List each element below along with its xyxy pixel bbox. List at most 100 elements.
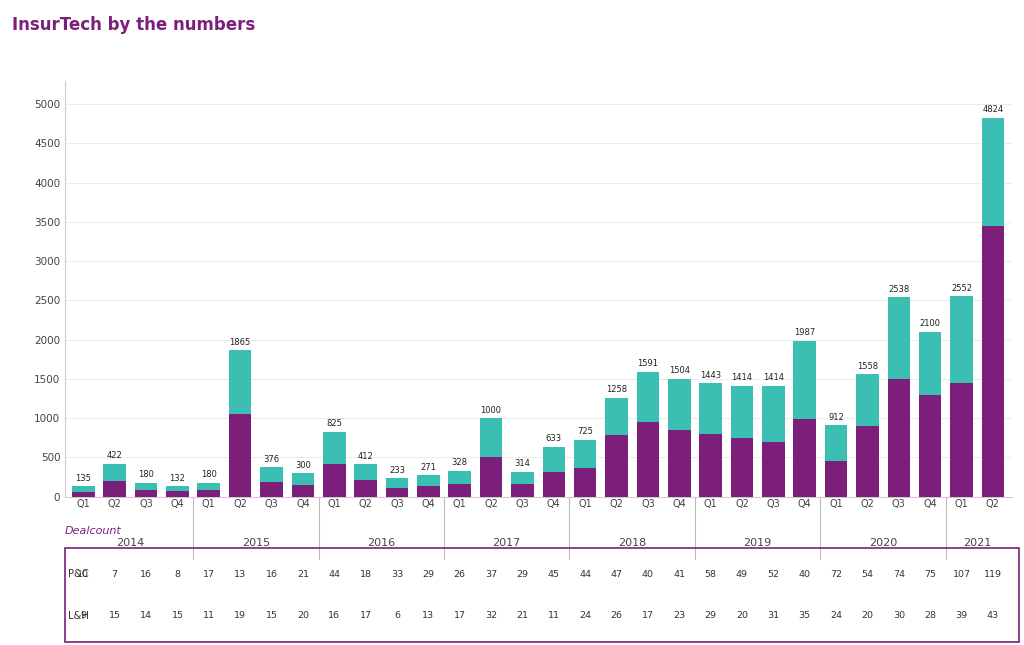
Bar	[449, 484, 471, 497]
Bar	[888, 379, 910, 497]
Text: 31: 31	[767, 611, 779, 620]
Text: InsurTech by the numbers: InsurTech by the numbers	[12, 16, 256, 34]
Text: 2019: 2019	[743, 538, 772, 548]
Text: 135: 135	[76, 473, 91, 482]
Text: 40: 40	[642, 570, 654, 579]
Bar	[135, 482, 158, 490]
Bar	[982, 118, 1005, 226]
Bar	[699, 383, 722, 434]
Text: 1414: 1414	[731, 373, 753, 382]
Bar	[72, 486, 94, 492]
Bar	[354, 481, 377, 497]
Bar	[794, 341, 816, 419]
Text: P&C: P&C	[69, 570, 89, 579]
Text: 6: 6	[394, 611, 400, 620]
Text: 2100: 2100	[920, 319, 941, 328]
Text: Dealcount: Dealcount	[65, 526, 121, 536]
Text: 1258: 1258	[606, 385, 627, 394]
Text: 8: 8	[174, 570, 180, 579]
Text: 16: 16	[140, 570, 152, 579]
Text: 7: 7	[112, 570, 118, 579]
Text: 23: 23	[673, 611, 685, 620]
Bar	[260, 482, 283, 497]
Text: 20: 20	[736, 611, 748, 620]
Text: 2015: 2015	[242, 538, 270, 548]
Text: 26: 26	[610, 611, 623, 620]
Text: 75: 75	[925, 570, 936, 579]
Text: 44: 44	[580, 570, 591, 579]
Bar	[166, 486, 188, 491]
Text: 58: 58	[705, 570, 717, 579]
Text: 52: 52	[767, 570, 779, 579]
Text: 17: 17	[642, 611, 654, 620]
Bar	[386, 488, 409, 497]
Bar	[668, 430, 690, 497]
Text: 15: 15	[265, 611, 278, 620]
Text: 180: 180	[201, 470, 217, 479]
Text: 271: 271	[421, 463, 436, 472]
Text: 1443: 1443	[700, 371, 721, 380]
Bar	[856, 374, 879, 426]
Text: 49: 49	[736, 570, 748, 579]
Text: 20: 20	[861, 611, 873, 620]
Text: 16: 16	[265, 570, 278, 579]
Bar	[794, 419, 816, 497]
Bar	[103, 481, 126, 497]
Text: 18: 18	[359, 570, 372, 579]
Text: 633: 633	[546, 435, 562, 443]
Bar	[292, 485, 314, 497]
Text: 1987: 1987	[794, 328, 815, 337]
Text: Quarterly InsurTech funding volume – all stages: Quarterly InsurTech funding volume – all…	[12, 43, 362, 58]
Text: 2018: 2018	[618, 538, 646, 548]
Bar	[762, 442, 784, 497]
Text: 328: 328	[452, 459, 468, 468]
Text: 2014: 2014	[117, 538, 144, 548]
Text: 13: 13	[234, 570, 246, 579]
Bar	[260, 467, 283, 482]
Text: 29: 29	[705, 611, 717, 620]
Text: 2552: 2552	[951, 284, 972, 293]
Bar	[166, 491, 188, 497]
Bar	[354, 464, 377, 481]
Bar	[982, 226, 1005, 497]
Text: 24: 24	[830, 611, 842, 620]
Text: 17: 17	[359, 611, 372, 620]
Text: 376: 376	[263, 455, 280, 464]
Bar	[480, 457, 503, 497]
Text: 26: 26	[454, 570, 466, 579]
Bar	[731, 386, 754, 438]
Text: 1000: 1000	[480, 406, 502, 415]
Bar	[919, 395, 941, 497]
Text: 107: 107	[952, 570, 971, 579]
Text: 15: 15	[171, 611, 183, 620]
Text: 16: 16	[329, 611, 340, 620]
Bar	[417, 486, 439, 497]
Bar	[449, 471, 471, 484]
Text: 180: 180	[138, 470, 154, 479]
Text: 33: 33	[391, 570, 403, 579]
Bar	[919, 332, 941, 395]
Bar	[228, 414, 252, 497]
Bar	[543, 447, 565, 471]
Text: 72: 72	[830, 570, 842, 579]
Bar	[511, 472, 534, 484]
Text: 2017: 2017	[493, 538, 521, 548]
Text: 412: 412	[357, 451, 374, 461]
Text: 2016: 2016	[368, 538, 395, 548]
Bar	[824, 425, 848, 461]
Bar	[573, 440, 596, 468]
Bar	[950, 383, 973, 497]
Bar	[888, 297, 910, 379]
Text: 2020: 2020	[869, 538, 897, 548]
Text: 32: 32	[485, 611, 497, 620]
Bar	[228, 350, 252, 414]
Bar	[417, 475, 439, 486]
Bar	[386, 479, 409, 488]
Text: 29: 29	[516, 570, 528, 579]
Bar	[323, 432, 345, 464]
Text: 1504: 1504	[669, 366, 690, 375]
Text: 37: 37	[485, 570, 497, 579]
Text: 1591: 1591	[637, 359, 658, 368]
Text: 74: 74	[893, 570, 905, 579]
Text: 29: 29	[422, 570, 434, 579]
